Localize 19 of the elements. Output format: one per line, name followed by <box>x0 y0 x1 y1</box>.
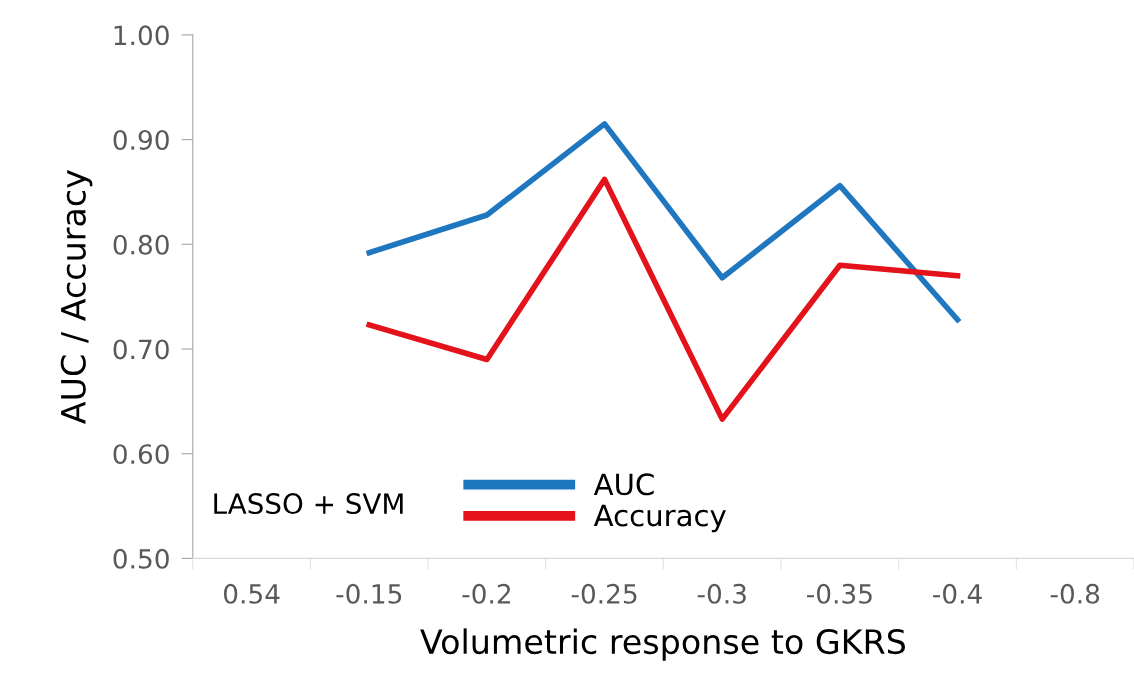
legend-label: Accuracy <box>593 504 726 533</box>
annotation: LASSO + SVM <box>214 493 403 515</box>
x-axis-title: Volumetric response to GKRS <box>420 628 906 661</box>
x-tick-label: -0.3 <box>697 583 746 604</box>
y-axis-title: AUC / Accuracy <box>60 170 93 424</box>
y-tick-label: 0.60 <box>113 444 169 465</box>
y-tick-label: 0.80 <box>113 234 169 255</box>
y-tick-label: 0.50 <box>113 548 169 569</box>
x-tick-label: -0.15 <box>336 583 402 604</box>
x-tick-label: -0.2 <box>462 583 511 604</box>
x-tick-label: -0.4 <box>933 583 982 604</box>
x-tick-label: 0.54 <box>223 583 280 604</box>
x-tick-label: -0.35 <box>807 583 872 604</box>
y-tick-label: 1.00 <box>114 25 169 46</box>
legend-label: AUC <box>593 473 654 496</box>
y-tick-label: 0.70 <box>113 339 169 360</box>
x-tick-label: -0.8 <box>1050 583 1100 604</box>
x-tick-label: -0.25 <box>571 583 637 604</box>
y-tick-label: 0.90 <box>113 130 169 150</box>
